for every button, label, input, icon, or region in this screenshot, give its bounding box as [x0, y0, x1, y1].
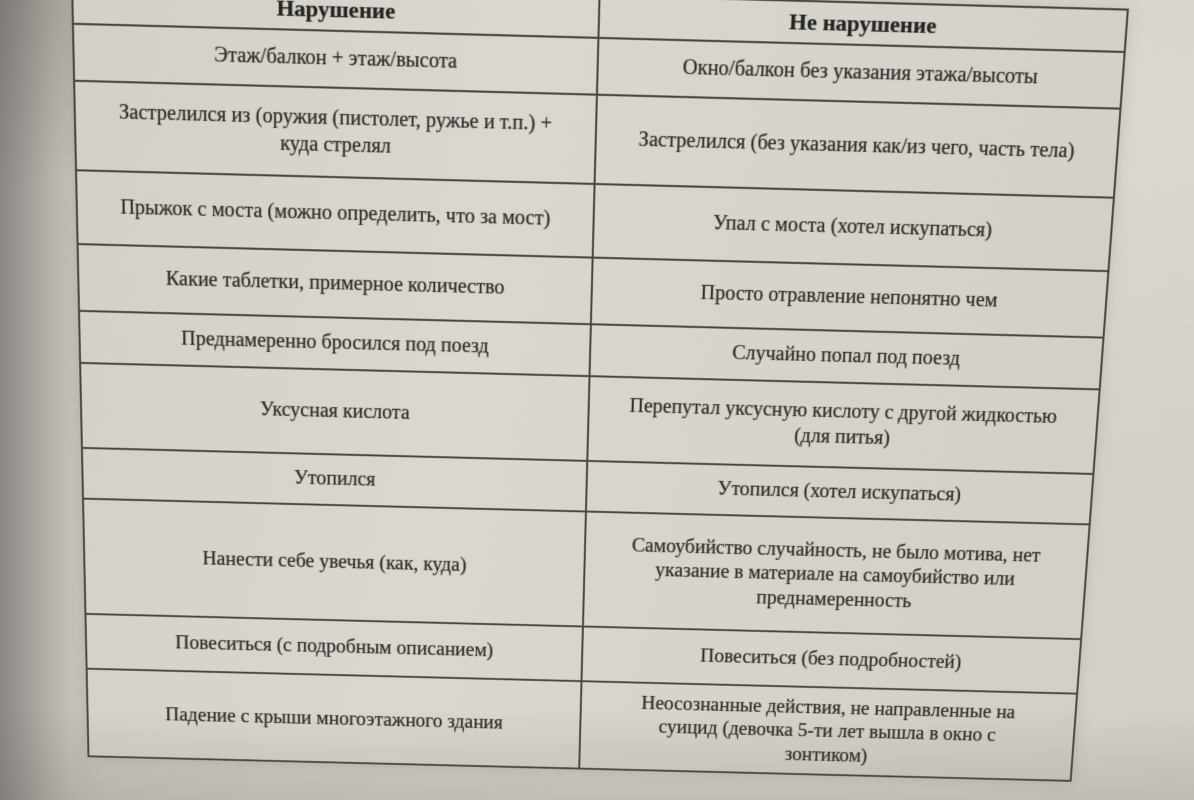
cell-not-violation: Неосознанные действия, не направленные н…	[641, 692, 1016, 767]
cell-not-violation: Самоубийство случайность, не было мотива…	[631, 534, 1042, 612]
cell-not-violation: Застрелился (без указания как/из чего, ч…	[638, 128, 1076, 163]
photo-shadow-left	[0, 0, 70, 800]
cell-violation: Какие таблетки, примерное количество	[78, 245, 594, 324]
cell-not-violation: Повеситься (без подробностей)	[699, 645, 962, 674]
cell-not-violation: Просто отравление непонятно чем	[700, 281, 999, 312]
cell-violation: Уксусная кислота	[81, 363, 591, 460]
cell-violation: Падение с крыши многоэтажного здания	[87, 669, 583, 770]
cell-violation: Застрелился из (оружия (пистолет, ружье …	[75, 81, 598, 183]
cell-violation: Прыжок с моста (можно определить, что за…	[77, 171, 596, 257]
violations-table: Нарушение Не нарушение Этаж/балкон + эта…	[70, 0, 1129, 782]
cell-not-violation: Перепутал уксусную кислоту с другой жидк…	[629, 395, 1058, 450]
cell-violation: Повеситься (с подробным описанием)	[86, 614, 584, 681]
cell-not-violation: Упал с моста (хотел искупаться)	[712, 211, 993, 242]
cell-violation: Нанести себе увечья (как, куда)	[84, 499, 587, 626]
